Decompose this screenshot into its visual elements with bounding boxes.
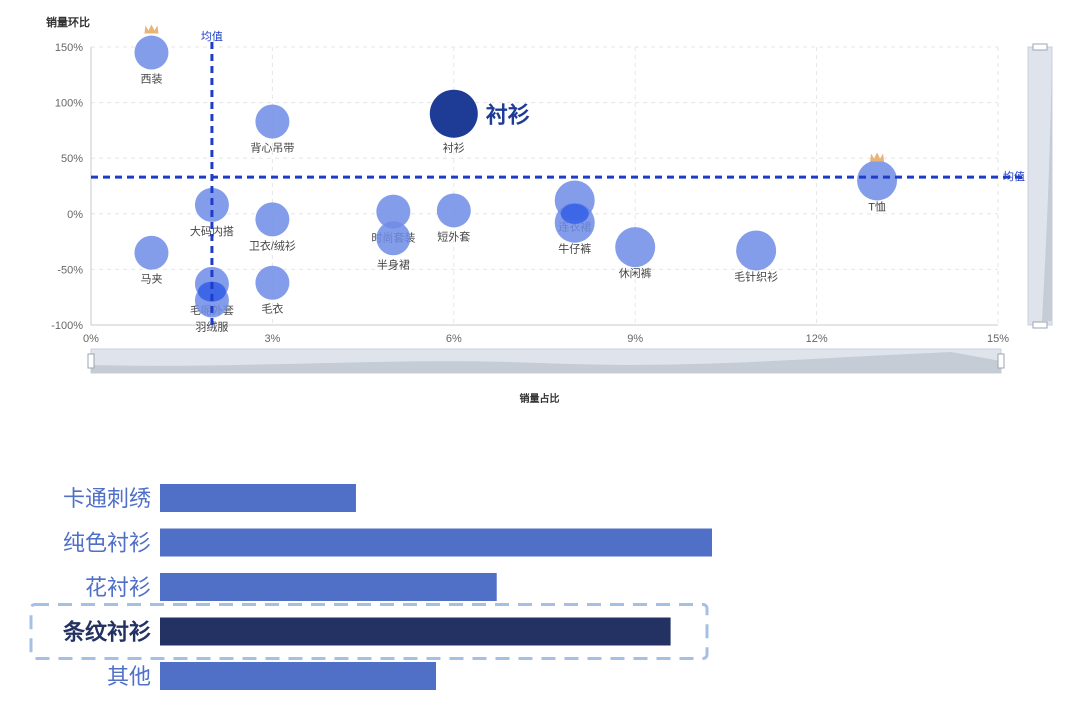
bubble (255, 104, 290, 139)
x-datazoom-handle (87, 353, 95, 369)
bubble-label: 毛针织衫 (734, 269, 778, 283)
y-datazoom-handle (1032, 321, 1048, 329)
bubble-label: 牛仔裤 (558, 242, 591, 256)
bar-category-label: 纯色衬衫 (63, 531, 151, 556)
crown-icon (870, 152, 885, 162)
bubble-label: 羽绒服 (195, 321, 228, 334)
x-datazoom-shadow (91, 352, 1001, 373)
bubble (255, 202, 290, 237)
bubble-label: 马夹 (140, 273, 162, 286)
y-tick-label: 0% (67, 209, 83, 221)
y-datazoom-shadow (1042, 51, 1052, 321)
y-tick-label: -100% (51, 320, 83, 332)
bar-category-label: 卡通刺绣 (63, 486, 151, 511)
bubble (134, 235, 169, 270)
bubble-highlight (429, 89, 478, 138)
highlight-box (29, 603, 709, 660)
bar (160, 484, 356, 512)
bubble (134, 35, 169, 70)
y-datazoom-handle (1032, 43, 1048, 51)
bubble-label: 短外套 (437, 229, 470, 243)
bubble (615, 227, 656, 268)
bubble (857, 160, 898, 201)
x-tick-label: 9% (627, 333, 643, 345)
y-tick-label: 150% (55, 42, 83, 54)
y-tick-label: 100% (55, 98, 83, 110)
x-tick-label: 6% (446, 333, 462, 345)
bar (160, 617, 671, 646)
mean-label-horizontal: 均值 (1003, 170, 1025, 183)
bubble-label: 大码内搭 (190, 224, 234, 238)
bubble (436, 193, 471, 228)
bubble-label: 衬衫 (443, 142, 465, 155)
x-tick-label: 12% (806, 333, 828, 345)
x-tick-label: 3% (264, 333, 280, 345)
bar-category-label: 花衬衫 (85, 575, 151, 600)
bubble-highlight-label: 衬衫 (486, 103, 530, 128)
bubble-chart: 150%100%50%0%-50%-100%0% 3% 6% 9% 12% 15%西装背心… (51, 24, 1053, 374)
bubble-label: 休闲裤 (619, 266, 652, 280)
y-tick-label: -50% (57, 264, 83, 276)
bubble-label: 西装 (140, 73, 162, 86)
x-tick-label: 15% (987, 333, 1009, 345)
x-tick-label: 0% (83, 333, 99, 345)
bar (160, 528, 712, 557)
bubble-label: T恤 (868, 200, 886, 213)
bubble-label: 半身裙 (377, 257, 410, 271)
bubble (376, 221, 411, 256)
bubble (255, 265, 290, 300)
y-tick-label: 50% (61, 153, 83, 165)
bubble-label: 背心吊带 (250, 141, 294, 155)
bubble-label: 卫衣/绒衫 (249, 238, 296, 252)
bubble-overlap (197, 281, 226, 302)
bar-category-label: 其他 (107, 664, 151, 689)
bubble-label: 毛衣 (261, 302, 283, 316)
x-axis-title: 销量占比 (519, 394, 560, 405)
bar-category-label: 条纹衬衫 (62, 620, 151, 645)
y-axis-title: 销量环比 (46, 17, 90, 29)
bubble (376, 194, 411, 229)
mean-label-vertical: 均值 (201, 30, 223, 43)
bubble (736, 230, 777, 271)
crown-icon (144, 24, 159, 34)
x-datazoom-handle (997, 353, 1005, 369)
bar (160, 662, 436, 690)
bar (160, 573, 497, 601)
bubble-overlap (560, 203, 589, 224)
